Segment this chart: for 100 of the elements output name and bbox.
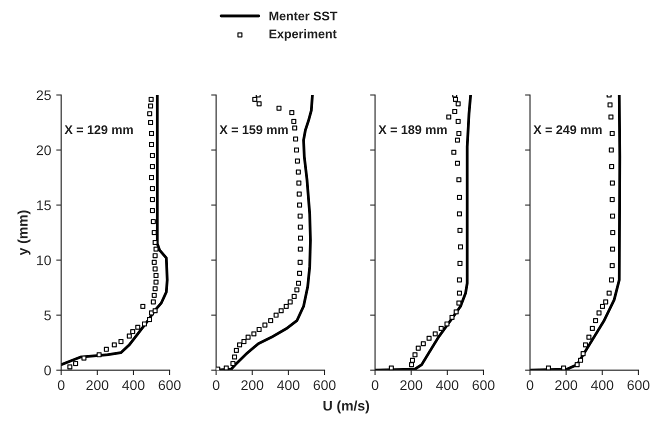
x-tick-label: 400 [122, 380, 144, 390]
point [610, 230, 616, 236]
point [296, 192, 302, 197]
point [148, 96, 154, 102]
point [148, 142, 154, 148]
point [262, 322, 268, 328]
point [456, 211, 462, 216]
point [150, 299, 156, 304]
point [546, 365, 551, 370]
point [454, 160, 460, 166]
point [296, 170, 301, 175]
point [446, 114, 452, 120]
point [608, 114, 614, 120]
point [456, 177, 462, 182]
point [298, 236, 304, 241]
point [256, 101, 262, 106]
y-tick-label: 0 [44, 366, 51, 376]
y-axis-title: y (mm) [18, 210, 30, 256]
point [457, 228, 462, 233]
point [126, 334, 132, 339]
point [454, 309, 459, 314]
point [150, 219, 156, 224]
x-axis-title: U (m/s) [323, 400, 370, 414]
point [292, 126, 298, 131]
point [148, 175, 154, 180]
point [610, 180, 615, 186]
point [608, 102, 613, 108]
point [298, 214, 303, 219]
point [603, 299, 608, 304]
point [152, 286, 158, 292]
point [152, 266, 158, 272]
point [276, 106, 282, 111]
point [81, 356, 86, 361]
point [416, 346, 421, 351]
point [600, 304, 605, 309]
point [96, 352, 102, 358]
x-tick-label: 600 [314, 380, 336, 390]
point [574, 362, 580, 368]
point [135, 324, 140, 330]
x-tick-label: 200 [86, 380, 108, 390]
point [268, 318, 274, 324]
point [297, 270, 302, 276]
x-tick-label: 200 [400, 380, 422, 390]
point [278, 308, 284, 314]
point [112, 342, 117, 348]
point [610, 214, 616, 219]
point [298, 224, 303, 230]
point [432, 331, 438, 336]
point [296, 280, 302, 286]
point [289, 110, 294, 116]
point [608, 148, 614, 153]
annotation: X = 159 mm [219, 125, 288, 134]
x-tick-label: 400 [591, 380, 614, 390]
x-tick-label: 0 [372, 380, 378, 390]
point [142, 321, 147, 326]
point [297, 202, 302, 208]
point [410, 358, 415, 363]
point [154, 273, 159, 278]
point [412, 352, 418, 358]
point [590, 326, 595, 331]
annotation: X = 189 mm [378, 125, 447, 134]
point [152, 253, 158, 258]
x-tick-label: 600 [628, 380, 650, 390]
point [241, 339, 246, 344]
annotation: X = 249 mm [533, 125, 602, 134]
point [150, 186, 155, 192]
point [150, 208, 155, 214]
point [296, 180, 302, 186]
point [216, 366, 220, 370]
point [234, 348, 239, 353]
point [458, 244, 464, 250]
point [388, 365, 394, 370]
point [256, 326, 262, 332]
point [154, 246, 159, 252]
point [292, 294, 297, 299]
y-tick-label: 10 [37, 255, 51, 266]
point [150, 164, 155, 170]
point [67, 364, 72, 370]
y-tick-label: 5 [44, 310, 51, 320]
point [456, 290, 462, 296]
legend-label: Experiment [270, 29, 337, 41]
point [294, 287, 300, 292]
point [288, 299, 293, 304]
point [237, 342, 242, 348]
point [230, 361, 236, 366]
point [450, 314, 455, 320]
point [610, 197, 615, 202]
point [456, 118, 461, 124]
point [444, 321, 450, 326]
point [582, 342, 588, 348]
point [73, 361, 78, 366]
point [140, 304, 146, 309]
x-tick-label: 600 [472, 380, 494, 390]
point [224, 365, 229, 370]
point [291, 118, 296, 124]
point [130, 329, 136, 334]
x-tick-label: 0 [58, 380, 64, 390]
point [456, 194, 462, 200]
point [457, 260, 462, 266]
point [298, 246, 303, 252]
